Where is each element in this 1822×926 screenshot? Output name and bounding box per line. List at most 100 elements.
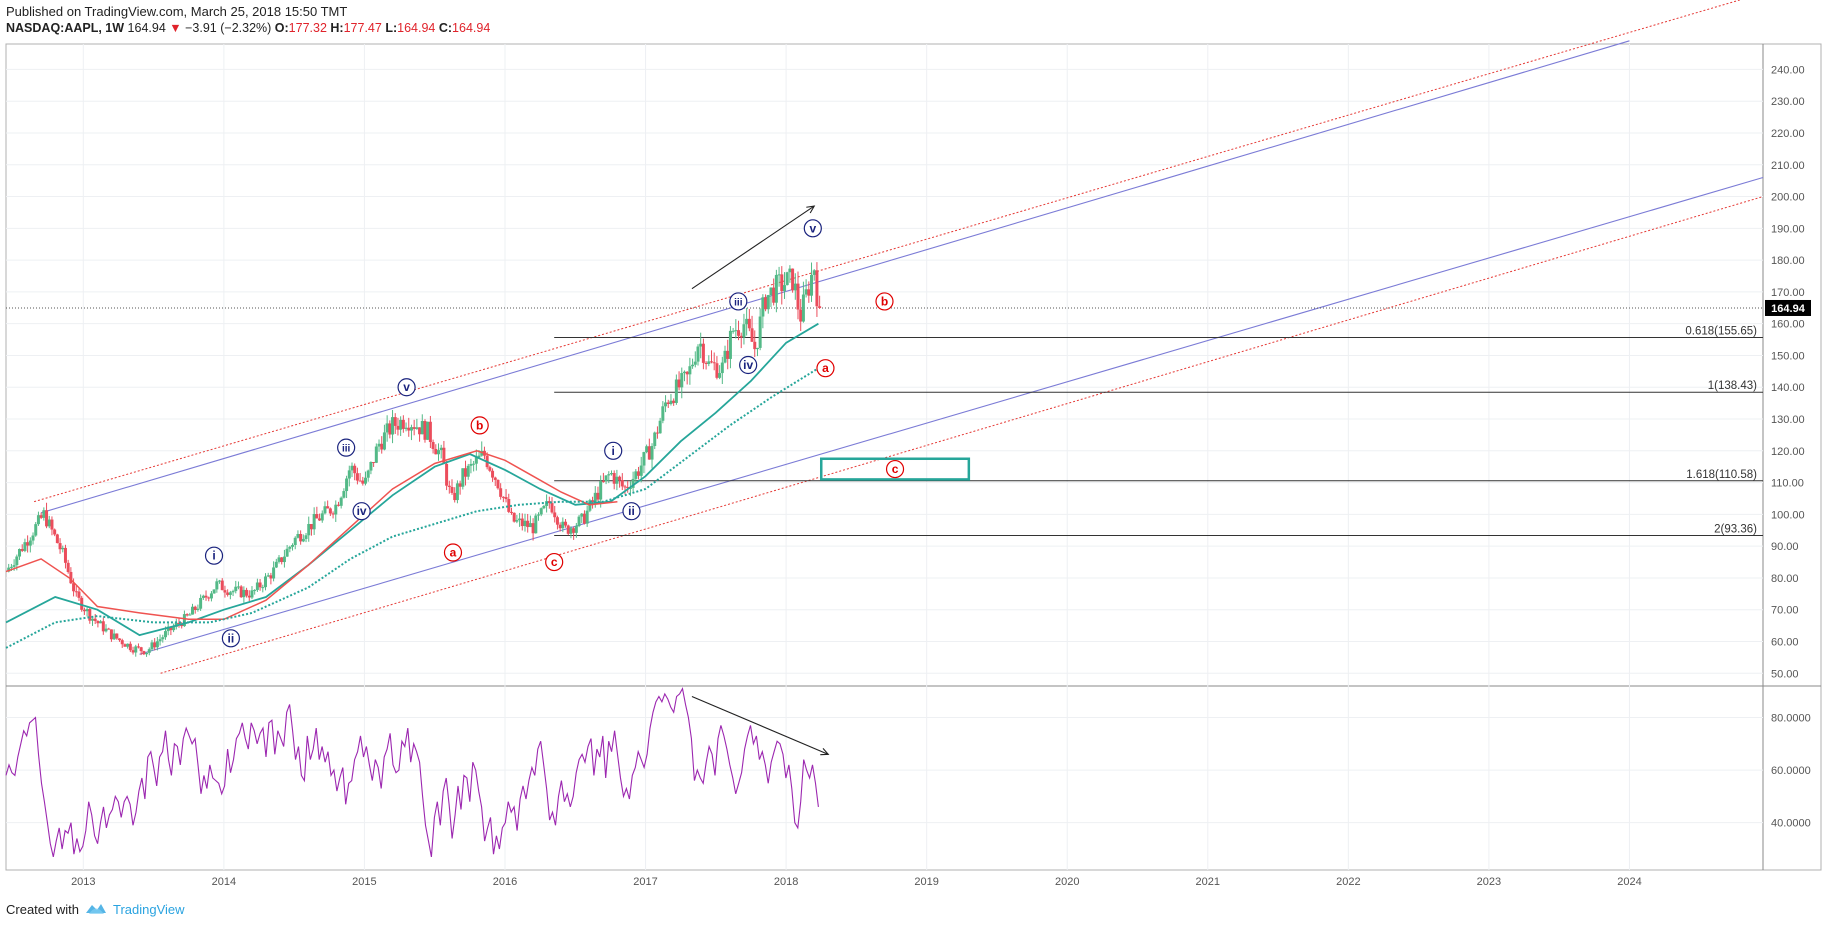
wave-blue-label: ii: [228, 631, 235, 645]
candle-body: [734, 330, 738, 332]
ma-red-line: [5, 450, 618, 621]
wave-red-label: b: [476, 418, 483, 432]
wave-blue-label: i: [212, 549, 215, 563]
candle-body: [112, 633, 116, 640]
candle-body: [282, 556, 286, 563]
candle-body: [661, 406, 665, 421]
candle-body: [539, 508, 543, 515]
candle-body: [474, 457, 478, 464]
candle-body: [42, 510, 46, 518]
candle-body: [199, 597, 203, 609]
candle-body: [677, 379, 681, 388]
rsi-tick-label: 60.0000: [1771, 765, 1811, 777]
fib-level-label: 2(93.36): [1714, 523, 1757, 535]
chart-canvas[interactable]: 0.618(155.65) 1(138.43) 1.618(110.58) 2(93.…: [0, 0, 1822, 895]
candle-body: [791, 268, 795, 291]
candle-body: [720, 362, 724, 374]
candle-body: [599, 481, 603, 500]
candle-body: [723, 350, 727, 363]
candle-body: [628, 487, 632, 489]
wave-target-label: c: [892, 462, 899, 476]
candle-body: [512, 512, 516, 522]
candle-body: [693, 361, 697, 365]
candle-body: [36, 515, 40, 525]
candle-body: [26, 542, 30, 546]
wave-blue-label: v: [403, 380, 410, 394]
candle-body: [342, 491, 346, 498]
candle-body: [607, 474, 611, 476]
candle-body: [537, 514, 541, 516]
candle-body: [18, 548, 22, 557]
candle-body: [53, 529, 57, 535]
candle-body: [577, 516, 581, 527]
tradingview-logo-icon[interactable]: [85, 901, 107, 918]
candle-body: [85, 609, 89, 612]
candle-body: [209, 593, 213, 599]
footer: Created with TradingView: [6, 901, 185, 918]
candle-body: [572, 528, 576, 533]
candle-body: [123, 644, 127, 647]
price-tick-label: 200.00: [1771, 192, 1805, 204]
candle-body: [107, 628, 111, 630]
candle-body: [815, 270, 819, 307]
candle-body: [204, 595, 208, 598]
candle-body: [231, 591, 235, 593]
candle-body: [301, 538, 305, 542]
candle-body: [61, 547, 65, 550]
candle-body: [380, 443, 384, 450]
candle-body: [696, 346, 700, 362]
candle-body: [585, 510, 589, 524]
time-tick-label: 2015: [352, 876, 376, 888]
candle-body: [269, 575, 273, 579]
candle-body: [755, 347, 759, 350]
candle-body: [553, 512, 557, 518]
candle-body: [618, 476, 622, 481]
wave-red-label: b: [881, 294, 888, 308]
wave-target-circle: [885, 459, 905, 479]
high-value: 177.47: [343, 21, 382, 35]
time-tick-label: 2024: [1617, 876, 1641, 888]
candle-body: [163, 631, 167, 638]
candle-body: [804, 289, 808, 295]
candle-body: [128, 643, 132, 651]
candle-body: [23, 542, 27, 551]
trend-arrow: [691, 205, 815, 290]
candle-body: [501, 496, 505, 498]
candle-body: [591, 500, 595, 502]
candle-body: [431, 442, 435, 449]
candle-body: [531, 523, 535, 534]
candle-body: [236, 586, 240, 588]
candle-body: [477, 455, 481, 458]
candle-body: [555, 517, 559, 525]
candle-body: [28, 540, 32, 546]
tradingview-link[interactable]: TradingView: [112, 902, 185, 917]
candle-body: [653, 432, 657, 447]
published-line: Published on TradingView.com, March 25, …: [6, 4, 348, 19]
candle-body: [126, 643, 130, 647]
price-tick-label: 120.00: [1771, 446, 1805, 458]
wave-blue-circle: [739, 355, 758, 375]
wave-red-label: a: [822, 361, 829, 375]
candle-body: [550, 503, 554, 513]
candle-body: [339, 497, 343, 506]
candle-body: [296, 533, 300, 538]
candle-body: [464, 468, 468, 477]
candle-body: [326, 506, 330, 509]
price-tick-label: 60.00: [1771, 637, 1799, 649]
candle-body: [247, 595, 251, 598]
candle-body: [796, 283, 800, 310]
candle-body: [493, 477, 497, 480]
candle-body: [242, 589, 246, 598]
candle-body: [234, 586, 238, 592]
candle-body: [707, 361, 711, 364]
candle-body: [374, 446, 378, 463]
candle-body: [323, 506, 327, 514]
candle-body: [39, 515, 43, 518]
candle-body: [561, 521, 565, 529]
candle-body: [182, 614, 186, 627]
candle-body: [77, 591, 81, 598]
candle-body: [377, 443, 381, 447]
candle-body: [145, 652, 149, 655]
candle-body: [45, 510, 49, 527]
candle-body: [715, 363, 719, 378]
